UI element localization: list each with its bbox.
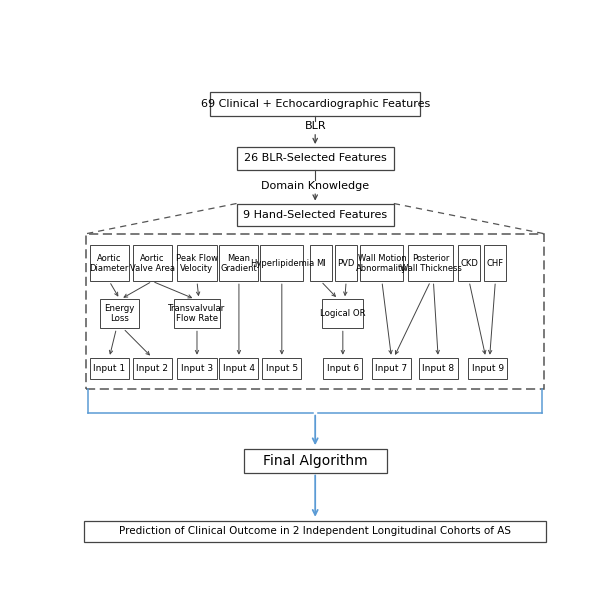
FancyBboxPatch shape xyxy=(210,92,420,116)
FancyBboxPatch shape xyxy=(485,245,506,282)
FancyBboxPatch shape xyxy=(178,357,216,379)
Text: 9 Hand-Selected Features: 9 Hand-Selected Features xyxy=(243,210,387,220)
FancyBboxPatch shape xyxy=(244,449,387,472)
FancyBboxPatch shape xyxy=(100,299,140,329)
FancyBboxPatch shape xyxy=(360,245,403,282)
FancyBboxPatch shape xyxy=(237,204,394,226)
FancyBboxPatch shape xyxy=(468,357,507,379)
FancyBboxPatch shape xyxy=(178,245,216,282)
Text: 26 BLR-Selected Features: 26 BLR-Selected Features xyxy=(244,153,387,163)
FancyBboxPatch shape xyxy=(262,357,301,379)
FancyBboxPatch shape xyxy=(90,245,129,282)
Text: Input 8: Input 8 xyxy=(422,364,454,373)
Text: Peak Flow
Velocity: Peak Flow Velocity xyxy=(176,253,218,273)
Text: Input 6: Input 6 xyxy=(327,364,359,373)
FancyBboxPatch shape xyxy=(86,234,544,389)
Text: 69 Clinical + Echocardiographic Features: 69 Clinical + Echocardiographic Features xyxy=(200,99,430,109)
Text: Input 3: Input 3 xyxy=(181,364,213,373)
FancyBboxPatch shape xyxy=(408,245,453,282)
Text: Hyperlipidemia: Hyperlipidemia xyxy=(250,259,314,268)
Text: BLR: BLR xyxy=(304,121,326,131)
FancyBboxPatch shape xyxy=(220,357,258,379)
Text: Input 4: Input 4 xyxy=(223,364,255,373)
FancyBboxPatch shape xyxy=(84,521,546,542)
Text: PVD: PVD xyxy=(338,259,355,268)
Text: Prediction of Clinical Outcome in 2 Independent Longitudinal Cohorts of AS: Prediction of Clinical Outcome in 2 Inde… xyxy=(119,526,511,537)
Text: Transvalvular
Flow Rate: Transvalvular Flow Rate xyxy=(169,304,226,324)
FancyBboxPatch shape xyxy=(322,299,363,329)
FancyBboxPatch shape xyxy=(133,245,172,282)
Text: Domain Knowledge: Domain Knowledge xyxy=(261,181,369,190)
Text: Input 9: Input 9 xyxy=(472,364,504,373)
FancyBboxPatch shape xyxy=(419,357,458,379)
Text: Aortic
Diameter: Aortic Diameter xyxy=(90,253,129,273)
FancyBboxPatch shape xyxy=(90,357,129,379)
FancyBboxPatch shape xyxy=(133,357,172,379)
Text: Mean
Gradient: Mean Gradient xyxy=(221,253,257,273)
Text: Aortic
Valve Area: Aortic Valve Area xyxy=(130,253,175,273)
Text: Energy
Loss: Energy Loss xyxy=(105,304,135,324)
Text: Input 7: Input 7 xyxy=(375,364,408,373)
Text: CHF: CHF xyxy=(487,259,504,268)
Text: Input 1: Input 1 xyxy=(93,364,125,373)
Text: Wall Motion
Abnormality: Wall Motion Abnormality xyxy=(356,253,408,273)
FancyBboxPatch shape xyxy=(323,357,362,379)
Text: Posterior
Wall Thickness: Posterior Wall Thickness xyxy=(400,253,461,273)
Text: Final Algorithm: Final Algorithm xyxy=(263,454,368,468)
Text: CKD: CKD xyxy=(460,259,478,268)
Text: Input 5: Input 5 xyxy=(266,364,298,373)
FancyBboxPatch shape xyxy=(260,245,303,282)
FancyBboxPatch shape xyxy=(335,245,357,282)
Text: Input 2: Input 2 xyxy=(136,364,168,373)
FancyBboxPatch shape xyxy=(372,357,411,379)
FancyBboxPatch shape xyxy=(220,245,258,282)
FancyBboxPatch shape xyxy=(458,245,480,282)
FancyBboxPatch shape xyxy=(310,245,332,282)
Text: Logical OR: Logical OR xyxy=(320,309,366,318)
FancyBboxPatch shape xyxy=(237,147,394,170)
Text: MI: MI xyxy=(316,259,326,268)
FancyBboxPatch shape xyxy=(174,299,220,329)
